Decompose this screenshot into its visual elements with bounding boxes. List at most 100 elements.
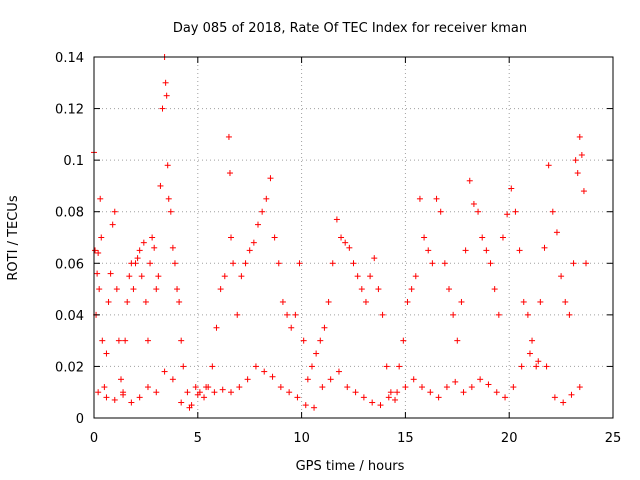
data-point	[138, 273, 145, 280]
data-point	[165, 195, 172, 202]
data-point	[203, 384, 210, 391]
data-point	[572, 157, 579, 164]
data-point	[180, 363, 187, 370]
data-point	[394, 389, 401, 396]
data-point	[445, 286, 452, 293]
data-point	[105, 298, 112, 305]
data-point	[387, 389, 394, 396]
data-point	[142, 298, 149, 305]
data-point	[400, 337, 407, 344]
data-point	[360, 394, 367, 401]
data-point	[333, 216, 340, 223]
data-point	[510, 384, 517, 391]
data-point	[512, 208, 519, 215]
data-point	[549, 208, 556, 215]
data-point	[410, 376, 417, 383]
y-tick-label: 0.1	[63, 154, 84, 169]
data-point	[252, 363, 259, 370]
data-point	[553, 229, 560, 236]
data-point	[164, 162, 171, 169]
data-point	[174, 286, 181, 293]
x-tick-label: 0	[90, 431, 98, 446]
data-point	[450, 311, 457, 318]
data-point	[462, 247, 469, 254]
data-point	[275, 260, 282, 267]
data-point	[144, 384, 151, 391]
data-point	[99, 337, 106, 344]
data-point	[325, 298, 332, 305]
y-tick-label: 0	[76, 412, 84, 427]
data-point	[117, 376, 124, 383]
data-point	[520, 298, 527, 305]
data-point	[144, 337, 151, 344]
x-axis-label: GPS time / hours	[296, 459, 405, 474]
data-point	[317, 337, 324, 344]
chart-title: Day 085 of 2018, Rate Of TEC Index for r…	[173, 21, 527, 36]
data-point	[562, 298, 569, 305]
data-point	[186, 404, 193, 411]
data-point	[508, 185, 515, 192]
data-point	[433, 195, 440, 202]
data-point	[392, 396, 399, 403]
data-point	[95, 389, 102, 396]
data-point	[213, 324, 220, 331]
data-point	[178, 337, 185, 344]
data-point	[242, 260, 249, 267]
data-point	[443, 384, 450, 391]
data-point	[437, 208, 444, 215]
data-point	[288, 324, 295, 331]
data-point	[250, 239, 257, 246]
data-point	[176, 298, 183, 305]
data-point	[153, 389, 160, 396]
data-point	[545, 162, 552, 169]
data-point	[136, 247, 143, 254]
data-point	[416, 195, 423, 202]
data-point	[259, 208, 266, 215]
y-axis-label: ROTI / TECUs	[6, 195, 21, 280]
data-point	[568, 391, 575, 398]
data-point	[516, 247, 523, 254]
data-point	[271, 234, 278, 241]
data-point	[161, 368, 168, 375]
data-point	[321, 324, 328, 331]
data-point	[261, 368, 268, 375]
data-point	[543, 363, 550, 370]
x-tick-label: 10	[293, 431, 310, 446]
data-point	[302, 402, 309, 409]
y-tick-label: 0.04	[55, 309, 84, 324]
data-point	[211, 389, 218, 396]
data-point	[402, 384, 409, 391]
data-point	[107, 270, 114, 277]
data-point	[475, 208, 482, 215]
data-point	[541, 244, 548, 251]
data-point	[580, 188, 587, 195]
data-point	[149, 234, 156, 241]
data-point	[377, 402, 384, 409]
data-point	[578, 151, 585, 158]
data-point	[362, 298, 369, 305]
data-point	[408, 286, 415, 293]
data-point	[354, 273, 361, 280]
data-point	[217, 286, 224, 293]
data-point	[583, 260, 590, 267]
data-point	[342, 239, 349, 246]
data-point	[238, 273, 245, 280]
data-point	[558, 273, 565, 280]
data-point	[113, 286, 120, 293]
data-point	[329, 260, 336, 267]
data-point	[421, 234, 428, 241]
data-point	[335, 368, 342, 375]
data-point	[383, 363, 390, 370]
grid-lines	[94, 57, 613, 418]
data-point	[375, 286, 382, 293]
data-point	[228, 389, 235, 396]
data-point	[479, 234, 486, 241]
data-point	[153, 286, 160, 293]
data-point	[483, 247, 490, 254]
data-point	[132, 260, 139, 267]
data-point	[294, 394, 301, 401]
data-point	[300, 337, 307, 344]
data-point	[111, 208, 118, 215]
data-point	[419, 384, 426, 391]
data-point	[529, 337, 536, 344]
